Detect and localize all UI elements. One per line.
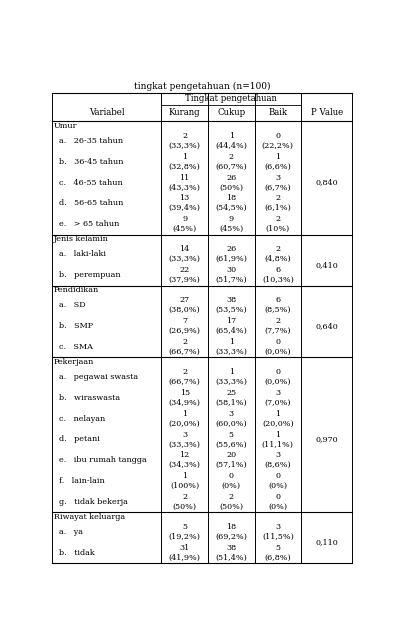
Text: c.   nelayan: c. nelayan xyxy=(59,415,106,422)
Text: a.   laki-laki: a. laki-laki xyxy=(59,250,106,258)
Text: 6
(8,5%): 6 (8,5%) xyxy=(264,297,291,314)
Text: 5
(55,6%): 5 (55,6%) xyxy=(216,431,247,449)
Text: 18
(54,5%): 18 (54,5%) xyxy=(216,195,247,212)
Text: 3
(8,6%): 3 (8,6%) xyxy=(264,451,291,469)
Text: tingkat pengetahuan (n=100): tingkat pengetahuan (n=100) xyxy=(134,82,270,91)
Text: 3
(60,0%): 3 (60,0%) xyxy=(216,410,247,427)
Text: Pekerjaan: Pekerjaan xyxy=(54,358,94,366)
Text: d.   petani: d. petani xyxy=(59,436,100,443)
Text: 1
(33,3%): 1 (33,3%) xyxy=(215,338,247,356)
Text: 3
(33,3%): 3 (33,3%) xyxy=(169,431,201,449)
Text: 0
(0%): 0 (0%) xyxy=(222,472,241,490)
Text: 11
(43,3%): 11 (43,3%) xyxy=(169,174,201,191)
Text: Cukup: Cukup xyxy=(217,108,245,117)
Text: 1
(100%): 1 (100%) xyxy=(170,472,199,490)
Text: e.   > 65 tahun: e. > 65 tahun xyxy=(59,220,120,228)
Text: 3
(6,7%): 3 (6,7%) xyxy=(264,174,291,191)
Text: 9
(45%): 9 (45%) xyxy=(219,215,243,233)
Text: 14
(33,3%): 14 (33,3%) xyxy=(169,246,201,263)
Text: b.   tidak: b. tidak xyxy=(59,549,95,557)
Text: P Value: P Value xyxy=(310,108,343,117)
Text: b.   SMP: b. SMP xyxy=(59,322,93,330)
Text: c.   SMA: c. SMA xyxy=(59,343,93,351)
Text: g.   tidak bekerja: g. tidak bekerja xyxy=(59,498,128,506)
Text: 31
(41,9%): 31 (41,9%) xyxy=(169,544,201,561)
Text: 15
(34,9%): 15 (34,9%) xyxy=(169,389,201,407)
Text: 7
(26,9%): 7 (26,9%) xyxy=(169,317,201,335)
Text: 0
(0%): 0 (0%) xyxy=(268,493,287,511)
Text: 30
(51,7%): 30 (51,7%) xyxy=(216,266,247,284)
Text: Tingkat pengetahuan: Tingkat pengetahuan xyxy=(185,94,277,103)
Text: 0,970: 0,970 xyxy=(316,436,338,443)
Text: 3
(11,5%): 3 (11,5%) xyxy=(262,523,294,541)
Text: 1
(6,6%): 1 (6,6%) xyxy=(264,153,291,171)
Text: 26
(61,9%): 26 (61,9%) xyxy=(215,246,247,263)
Text: 0,110: 0,110 xyxy=(315,538,338,546)
Text: 27
(38,0%): 27 (38,0%) xyxy=(169,297,201,314)
Text: 0
(0,0%): 0 (0,0%) xyxy=(264,368,291,386)
Text: a.   pegawai swasta: a. pegawai swasta xyxy=(59,373,138,381)
Text: 38
(53,5%): 38 (53,5%) xyxy=(216,297,247,314)
Text: a.   ya: a. ya xyxy=(59,528,83,536)
Text: 0
(0%): 0 (0%) xyxy=(268,472,287,490)
Text: 0,840: 0,840 xyxy=(316,179,338,186)
Text: c.   46-55 tahun: c. 46-55 tahun xyxy=(59,179,123,186)
Text: 1
(44,4%): 1 (44,4%) xyxy=(215,132,247,150)
Text: 17
(65,4%): 17 (65,4%) xyxy=(215,317,247,335)
Text: 25
(58,1%): 25 (58,1%) xyxy=(216,389,247,407)
Text: 5
(19,2%): 5 (19,2%) xyxy=(169,523,201,541)
Text: 22
(37,9%): 22 (37,9%) xyxy=(169,266,201,284)
Text: Umur: Umur xyxy=(54,122,77,130)
Text: a.   SD: a. SD xyxy=(59,301,86,309)
Text: 1
(11,1%): 1 (11,1%) xyxy=(262,431,294,449)
Text: 0
(0,0%): 0 (0,0%) xyxy=(264,338,291,356)
Text: 9
(45%): 9 (45%) xyxy=(173,215,197,233)
Text: 38
(51,4%): 38 (51,4%) xyxy=(215,544,247,561)
Text: 1
(33,3%): 1 (33,3%) xyxy=(215,368,247,386)
Text: 2
(10%): 2 (10%) xyxy=(266,215,290,233)
Text: 2
(7,7%): 2 (7,7%) xyxy=(264,317,291,335)
Text: Riwayat keluarga: Riwayat keluarga xyxy=(54,513,125,521)
Text: 2
(66,7%): 2 (66,7%) xyxy=(169,338,201,356)
Text: 2
(4,8%): 2 (4,8%) xyxy=(264,246,291,263)
Text: 6
(10,3%): 6 (10,3%) xyxy=(262,266,294,284)
Text: 2
(33,3%): 2 (33,3%) xyxy=(169,132,201,150)
Text: 2
(50%): 2 (50%) xyxy=(173,493,197,511)
Text: d.   56-65 tahun: d. 56-65 tahun xyxy=(59,200,124,207)
Text: 12
(34,3%): 12 (34,3%) xyxy=(169,451,201,469)
Text: 1
(32,8%): 1 (32,8%) xyxy=(169,153,201,171)
Text: 3
(7,0%): 3 (7,0%) xyxy=(264,389,291,407)
Text: Jenis kelamin: Jenis kelamin xyxy=(54,235,109,243)
Text: f.   lain-lain: f. lain-lain xyxy=(59,477,105,485)
Text: 20
(57,1%): 20 (57,1%) xyxy=(216,451,247,469)
Text: b.   36-45 tahun: b. 36-45 tahun xyxy=(59,158,124,166)
Text: 2
(60,7%): 2 (60,7%) xyxy=(216,153,247,171)
Text: 0,410: 0,410 xyxy=(315,261,338,269)
Text: 2
(50%): 2 (50%) xyxy=(219,493,243,511)
Text: e.   ibu rumah tangga: e. ibu rumah tangga xyxy=(59,456,147,464)
Text: b.   wiraswasta: b. wiraswasta xyxy=(59,394,121,402)
Text: 13
(39,4%): 13 (39,4%) xyxy=(169,195,201,212)
Text: 26
(50%): 26 (50%) xyxy=(219,174,243,191)
Text: b.   perempuan: b. perempuan xyxy=(59,271,121,279)
Text: 2
(6,1%): 2 (6,1%) xyxy=(264,195,291,212)
Text: a.   26-35 tahun: a. 26-35 tahun xyxy=(59,137,123,145)
Text: 0,640: 0,640 xyxy=(315,322,338,330)
Text: 0
(22,2%): 0 (22,2%) xyxy=(262,132,294,150)
Text: 18
(69,2%): 18 (69,2%) xyxy=(215,523,247,541)
Text: 1
(20,0%): 1 (20,0%) xyxy=(262,410,294,427)
Text: 5
(6,8%): 5 (6,8%) xyxy=(264,544,291,561)
Text: Pendidikan: Pendidikan xyxy=(54,286,99,294)
Text: 2
(66,7%): 2 (66,7%) xyxy=(169,368,201,386)
Text: Variabel: Variabel xyxy=(89,108,124,117)
Text: Kurang: Kurang xyxy=(169,108,201,117)
Text: 1
(20,0%): 1 (20,0%) xyxy=(169,410,201,427)
Text: Baik: Baik xyxy=(268,108,287,117)
